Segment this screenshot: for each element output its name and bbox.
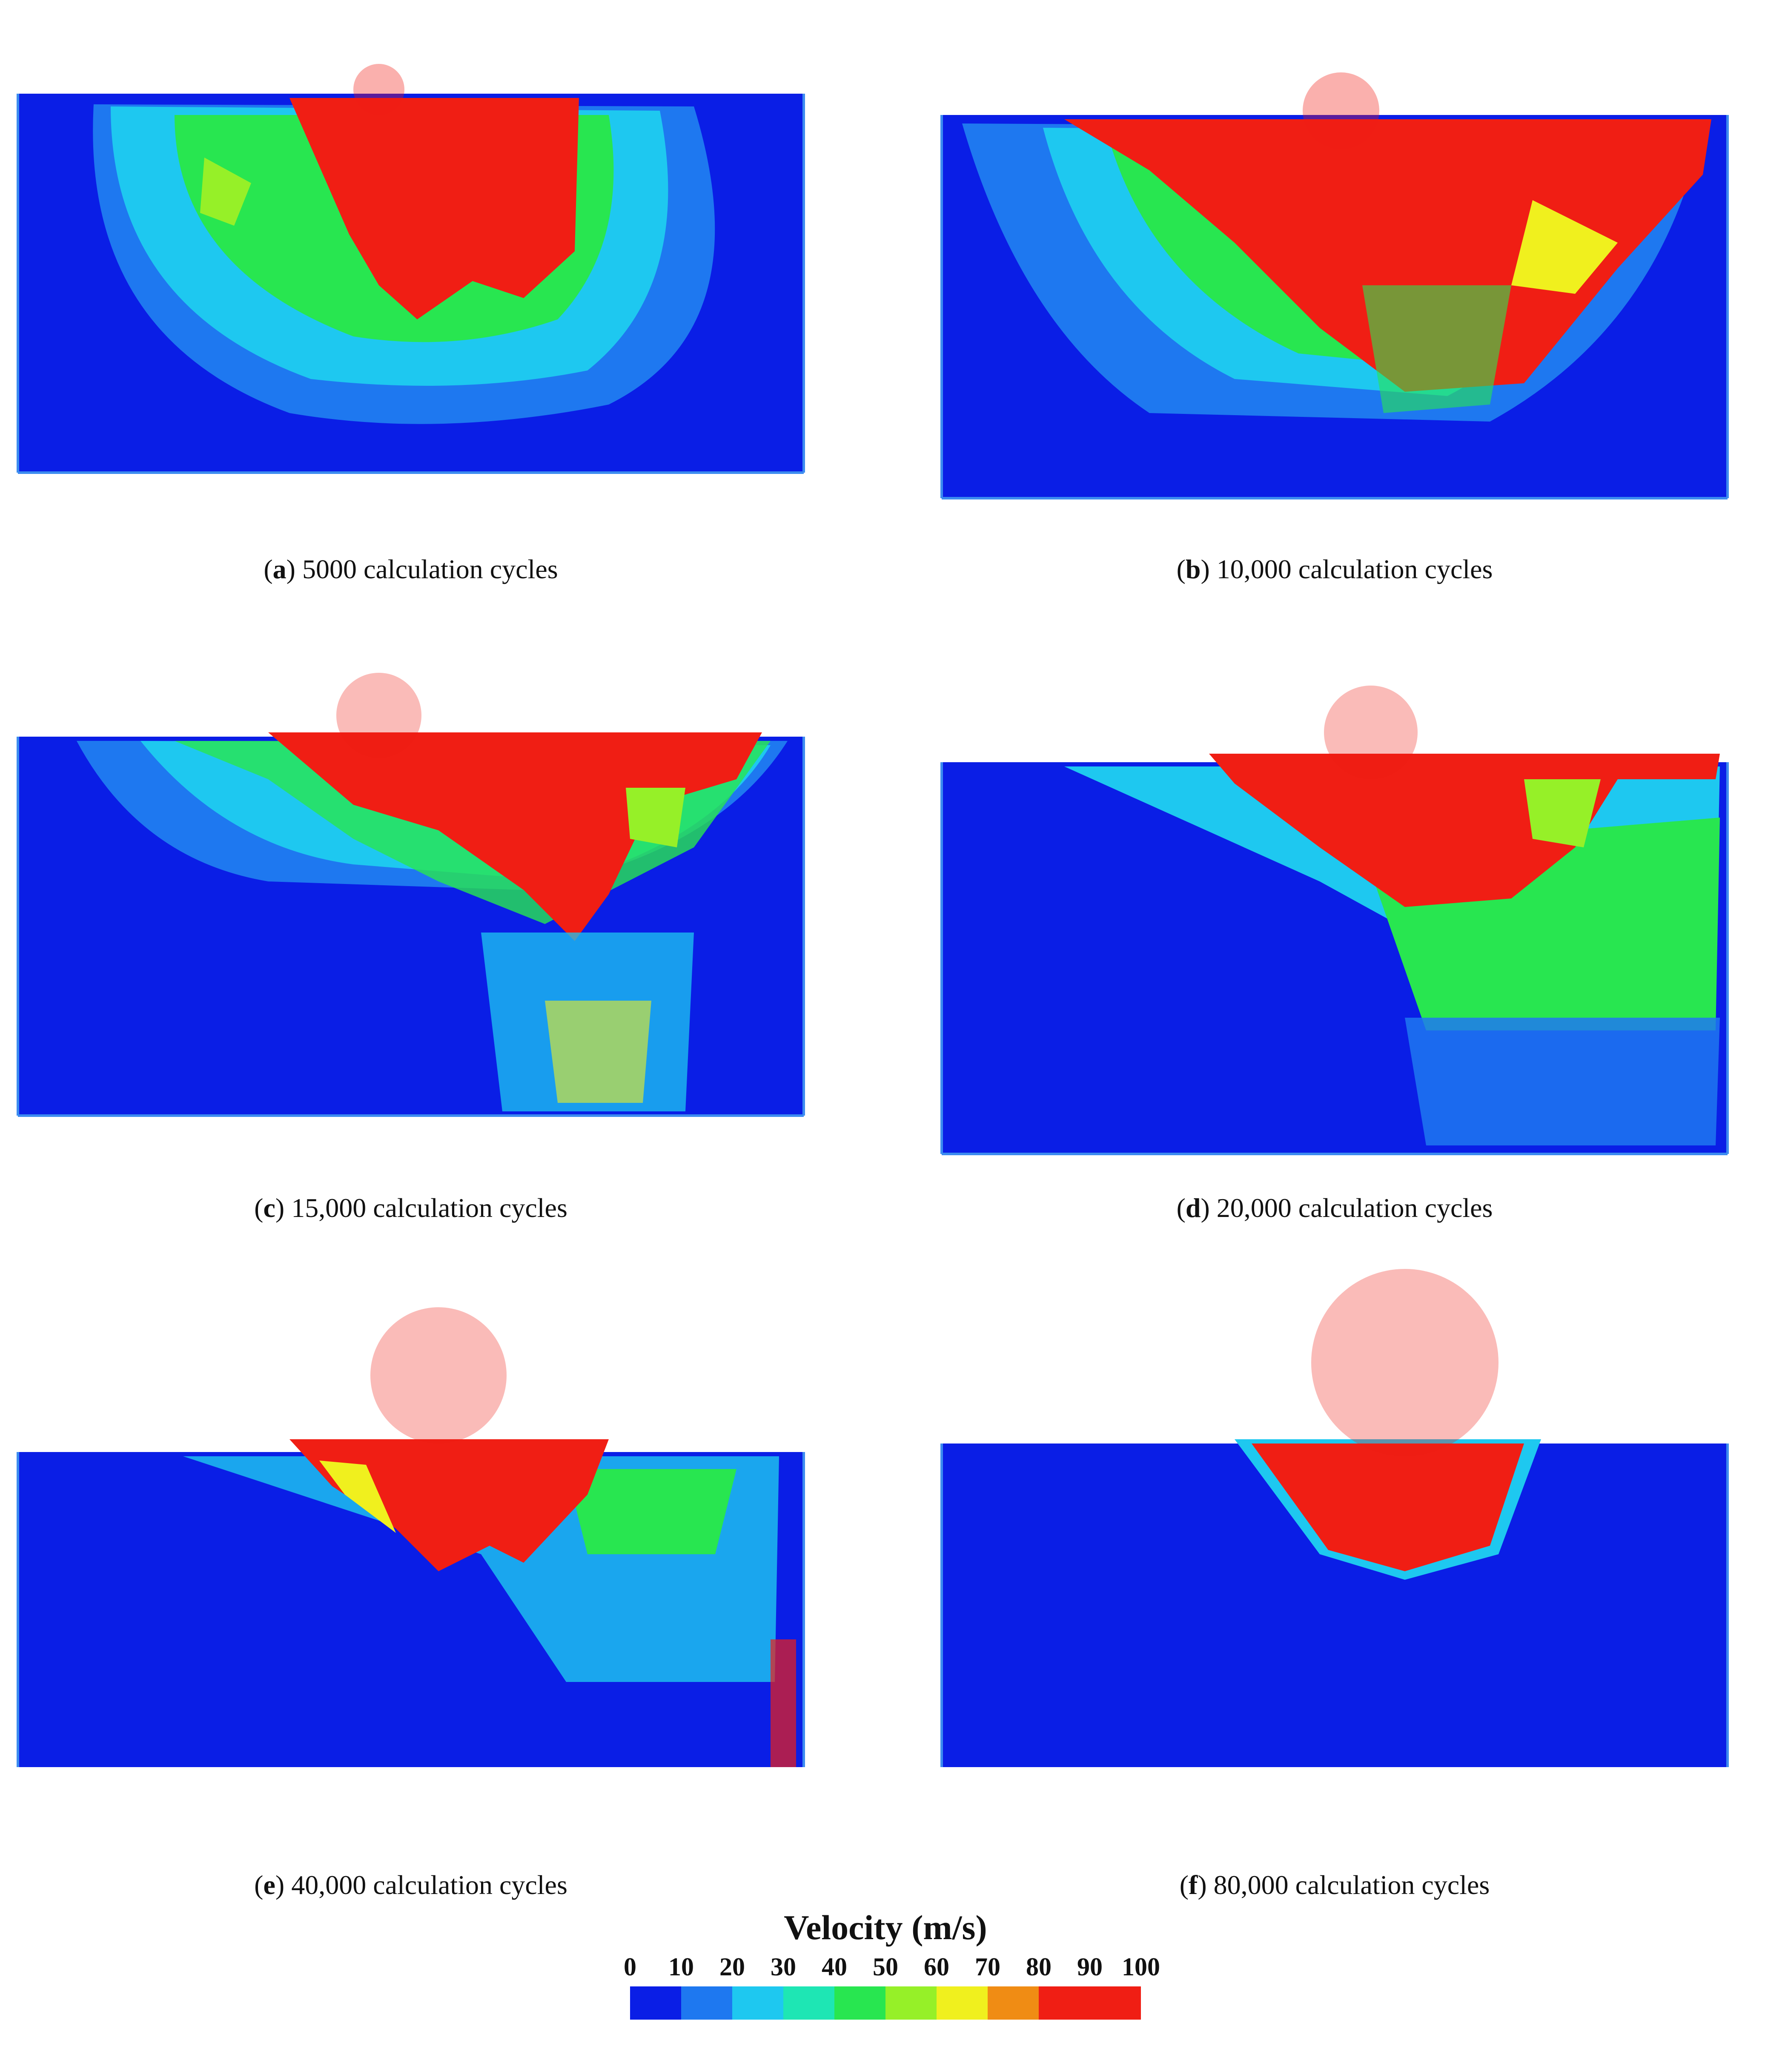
legend-swatch: [732, 1986, 783, 2020]
caption-d-letter: d: [1185, 1193, 1201, 1223]
caption-b: (b) 10,000 calculation cycles: [1176, 554, 1493, 584]
caption-e-letter: e: [263, 1870, 275, 1900]
legend-tick-label: 90: [1077, 1953, 1103, 1981]
legend-swatch: [630, 1986, 681, 2020]
caption-d: (d) 20,000 calculation cycles: [1176, 1193, 1493, 1223]
caption-e-text: 40,000 calculation cycles: [284, 1870, 567, 1900]
caption-a-text: 5000 calculation cycles: [295, 554, 558, 584]
legend-tick-label: 70: [975, 1953, 1000, 1981]
legend-title: Velocity (m/s): [784, 1908, 987, 1947]
legend-ticks: 0 10 20 30 40 50 60 70 80 90 100: [624, 1952, 1160, 1986]
panel-a: (a) 5000 calculation cycles: [13, 30, 809, 669]
legend-swatch: [988, 1986, 1039, 2020]
legend-tick-label: 60: [924, 1953, 949, 1981]
velocity-legend: Velocity (m/s) 0 10 20 30 40 50 60 70 80 90 100: [624, 1908, 1160, 2061]
caption-b-text: 10,000 calculation cycles: [1209, 554, 1493, 584]
simulation-image-b: [940, 72, 1729, 499]
legend-tick-label: 80: [1026, 1953, 1052, 1981]
caption-e: (e) 40,000 calculation cycles: [254, 1870, 567, 1900]
legend-swatch: [834, 1986, 885, 2020]
simulation-image-e: [17, 1307, 805, 1767]
legend-tick-label: 30: [771, 1953, 796, 1981]
simulation-image-d: [940, 686, 1729, 1155]
panel-b: (b) 10,000 calculation cycles: [937, 30, 1733, 669]
legend-swatch: [937, 1986, 988, 2020]
caption-c-letter: c: [263, 1193, 275, 1223]
caption-f: (f) 80,000 calculation cycles: [1179, 1870, 1490, 1900]
caption-c-text: 15,000 calculation cycles: [284, 1193, 567, 1223]
caption-f-letter: f: [1189, 1870, 1198, 1900]
legend-swatch: [681, 1986, 732, 2020]
caption-c: (c) 15,000 calculation cycles: [254, 1193, 567, 1223]
panel-d: (d) 20,000 calculation cycles: [937, 669, 1733, 1307]
simulation-image-f: [940, 1269, 1729, 1767]
legend-tick-label: 20: [719, 1953, 745, 1981]
legend-swatch: [783, 1986, 834, 2020]
simulation-image-c: [17, 673, 805, 1117]
caption-d-text: 20,000 calculation cycles: [1209, 1193, 1493, 1223]
legend-tick-label: 10: [668, 1953, 694, 1981]
legend-colorbar: [630, 1986, 1141, 2020]
legend-tick-label: 40: [822, 1953, 847, 1981]
panel-e: (e) 40,000 calculation cycles: [13, 1256, 809, 1900]
caption-f-text: 80,000 calculation cycles: [1206, 1870, 1490, 1900]
legend-swatch: [1090, 1986, 1141, 2020]
legend-swatch: [1039, 1986, 1090, 2020]
panel-f: (f) 80,000 calculation cycles: [937, 1256, 1733, 1900]
legend-tick-label: 50: [873, 1953, 898, 1981]
caption-b-letter: b: [1185, 554, 1201, 584]
legend-swatch: [885, 1986, 937, 2020]
simulation-image-a: [17, 64, 805, 474]
caption-a-letter: a: [272, 554, 287, 584]
legend-tick-label: 0: [624, 1953, 636, 1981]
panel-c: (c) 15,000 calculation cycles: [13, 669, 809, 1307]
legend-tick-label: 100: [1122, 1953, 1160, 1981]
caption-a: (a) 5000 calculation cycles: [264, 554, 558, 584]
